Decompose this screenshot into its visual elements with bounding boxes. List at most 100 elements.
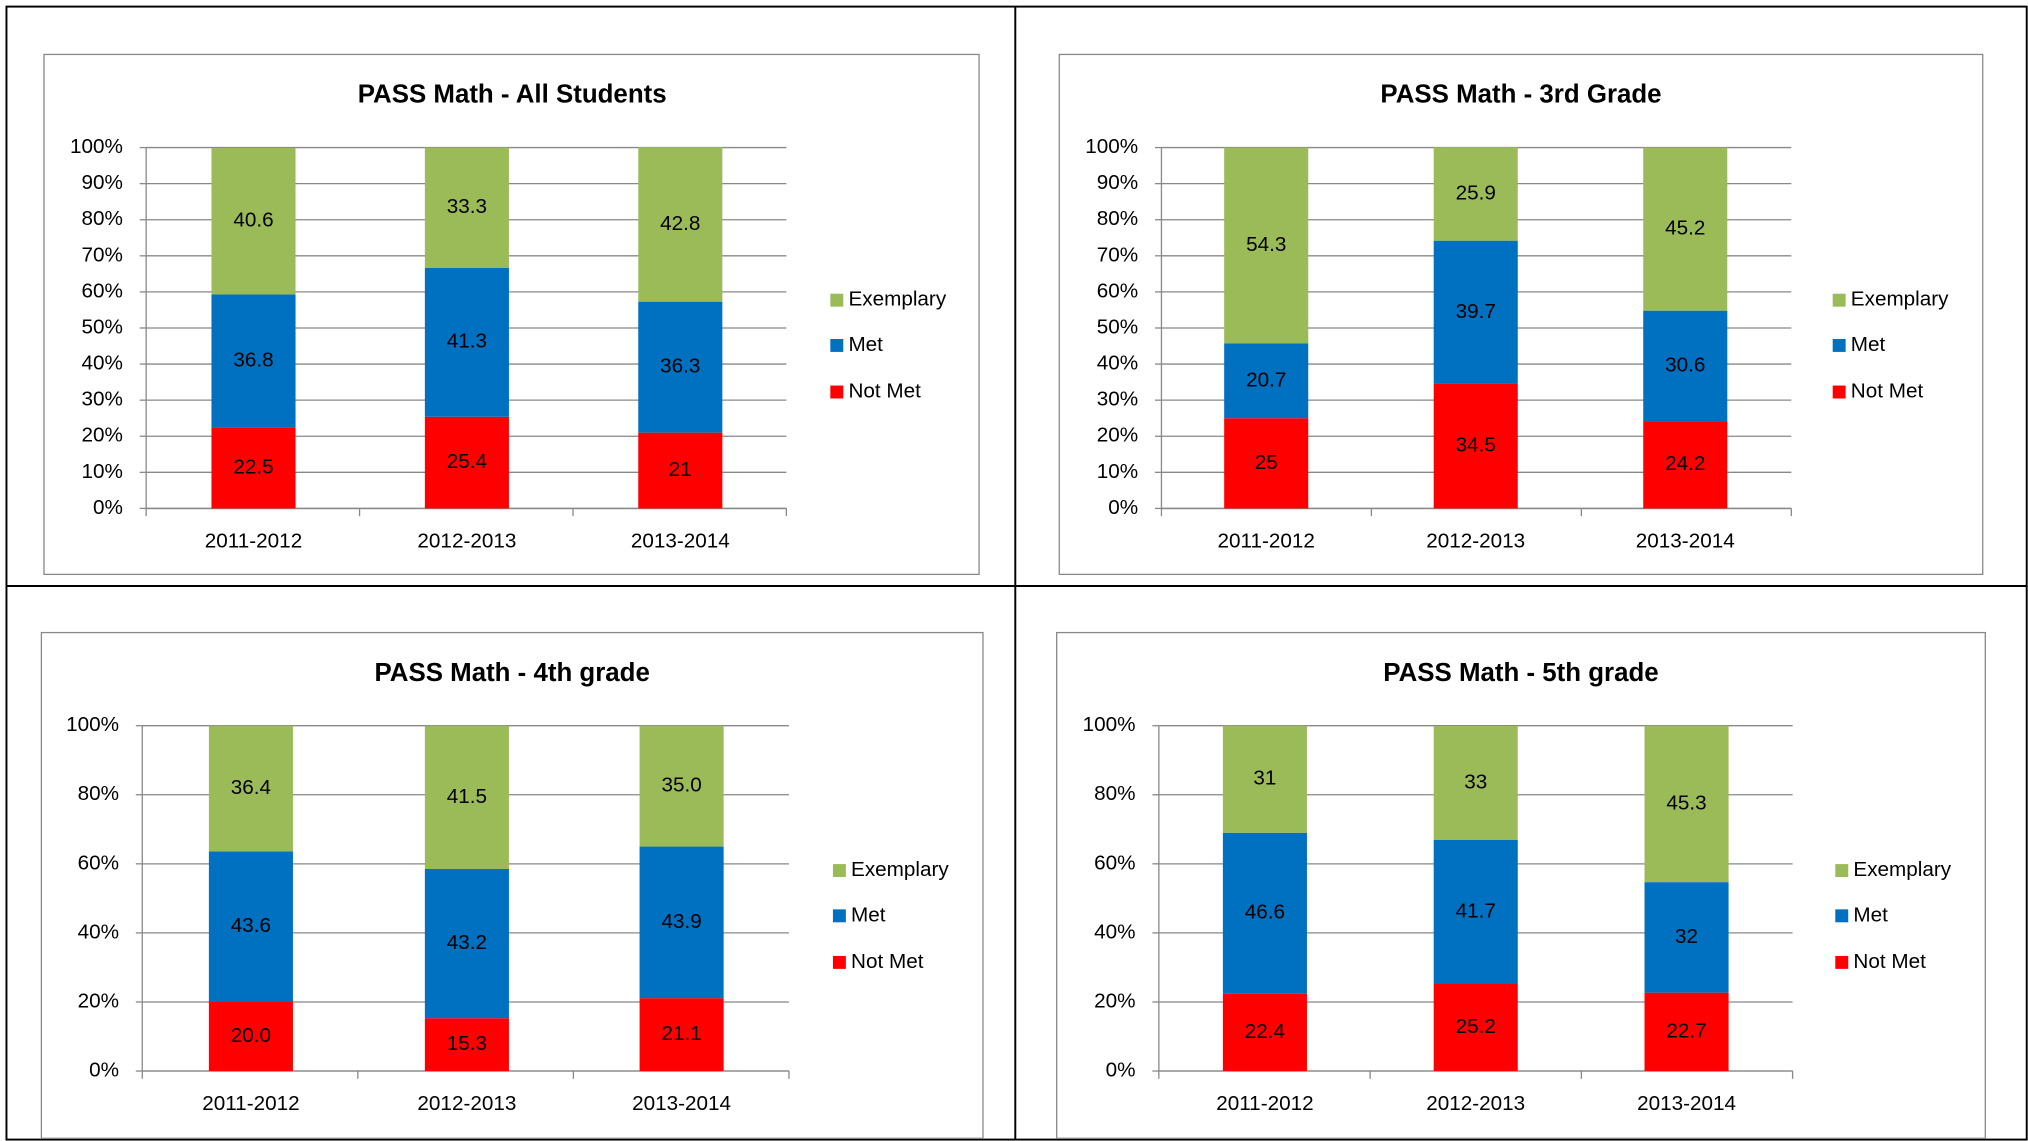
y-tick-label: 90% — [81, 171, 122, 194]
y-tick-label: 100% — [1085, 135, 1138, 158]
data-label: 20.0 — [231, 1024, 271, 1047]
y-tick-label: 50% — [1097, 315, 1138, 338]
y-tick-label: 60% — [78, 851, 119, 874]
legend-swatch — [832, 955, 846, 969]
data-label: 45.3 — [1666, 791, 1706, 814]
y-tick-label: 0% — [1108, 496, 1138, 519]
data-label: 41.7 — [1456, 899, 1496, 922]
y-tick-label: 10% — [81, 460, 122, 483]
bar-segment — [639, 725, 724, 847]
chart-frame — [1058, 53, 1984, 576]
chart-title: PASS Math - 3rd Grade — [1380, 81, 1661, 109]
legend-swatch — [1835, 955, 1849, 969]
bar-segment — [1433, 383, 1518, 509]
bar-segment — [1433, 984, 1518, 1072]
data-label: 36.4 — [231, 776, 271, 799]
bar-segment — [1433, 240, 1518, 384]
bar-segment — [1222, 993, 1307, 1072]
data-label: 42.8 — [660, 212, 700, 235]
bar-segment — [638, 301, 723, 433]
bar-segment — [1643, 147, 1728, 311]
data-label: 31 — [1253, 767, 1276, 790]
data-label: 36.3 — [660, 355, 700, 378]
legend-label: Exemplary — [1851, 288, 1949, 311]
legend-label: Met — [848, 333, 883, 356]
outer-border — [5, 5, 2028, 1141]
y-tick-label: 20% — [1094, 989, 1135, 1012]
data-label: 25.9 — [1456, 181, 1496, 204]
y-tick-label: 40% — [1094, 920, 1135, 943]
y-tick-label: 60% — [1094, 851, 1135, 874]
data-label: 34.5 — [1456, 434, 1496, 457]
data-label: 39.7 — [1456, 300, 1496, 323]
y-tick-label: 60% — [1097, 279, 1138, 302]
bar-segment — [424, 147, 509, 268]
legend-swatch — [832, 864, 846, 878]
y-tick-label: 100% — [70, 135, 123, 158]
data-label: 24.2 — [1665, 452, 1705, 475]
bar-segment — [1644, 882, 1729, 993]
y-tick-label: 20% — [1097, 424, 1138, 447]
x-tick-label: 2012-2013 — [417, 530, 516, 553]
x-tick-label: 2011-2012 — [1218, 530, 1315, 553]
y-tick-label: 0% — [93, 496, 123, 519]
data-label: 43.9 — [661, 910, 701, 933]
x-tick-label: 2011-2012 — [1216, 1092, 1313, 1115]
data-label: 36.8 — [233, 348, 273, 371]
data-label: 43.6 — [231, 914, 271, 937]
bar-segment — [1644, 725, 1729, 883]
bar-segment — [1222, 725, 1307, 833]
data-label: 32 — [1675, 925, 1698, 948]
legend-label: Met — [1853, 903, 1888, 926]
data-label: 21 — [669, 458, 692, 481]
bar-segment — [208, 725, 293, 852]
legend-swatch — [1832, 338, 1846, 352]
data-label: 25 — [1255, 451, 1278, 474]
data-label: 20.7 — [1246, 368, 1286, 391]
bar-segment — [208, 851, 293, 1002]
y-tick-label: 30% — [81, 388, 122, 411]
chart-frame — [43, 53, 980, 576]
x-tick-label: 2013-2014 — [632, 1092, 731, 1115]
bar-segment — [638, 147, 723, 302]
bar-segment — [1224, 418, 1309, 509]
legend-swatch — [1832, 293, 1846, 307]
y-tick-label: 100% — [1083, 713, 1136, 736]
bar-segment — [1433, 147, 1518, 241]
y-tick-label: 90% — [1097, 171, 1138, 194]
data-label: 43.2 — [447, 931, 487, 954]
data-label: 41.3 — [447, 330, 487, 353]
y-tick-label: 40% — [1097, 352, 1138, 375]
bar-segment — [424, 267, 509, 417]
bar-segment — [1643, 421, 1728, 509]
legend-label: Not Met — [1851, 379, 1924, 402]
y-tick-label: 50% — [81, 315, 122, 338]
x-tick-label: 2013-2014 — [1636, 530, 1735, 553]
bar-segment — [1224, 343, 1309, 419]
data-label: 15.3 — [447, 1032, 487, 1055]
legend-label: Exemplary — [848, 288, 946, 311]
x-tick-label: 2012-2013 — [1426, 530, 1525, 553]
x-tick-label: 2012-2013 — [1426, 1092, 1525, 1115]
data-label: 46.6 — [1245, 901, 1285, 924]
y-tick-label: 0% — [89, 1059, 119, 1082]
bar-segment — [424, 1018, 509, 1072]
data-label: 35.0 — [661, 774, 701, 797]
data-label: 33 — [1464, 770, 1487, 793]
legend-swatch — [830, 293, 844, 307]
bar-segment — [211, 427, 296, 509]
bar-segment — [424, 725, 509, 870]
data-label: 21.1 — [661, 1022, 701, 1045]
data-label: 33.3 — [447, 195, 487, 218]
chart-title: PASS Math - 5th grade — [1383, 659, 1658, 687]
legend-label: Exemplary — [1853, 858, 1951, 881]
y-tick-label: 40% — [78, 920, 119, 943]
data-label: 54.3 — [1246, 233, 1286, 256]
bar-segment — [1433, 840, 1518, 985]
y-tick-label: 70% — [1097, 243, 1138, 266]
bar-segment — [638, 432, 723, 509]
legend-label: Not Met — [1853, 950, 1926, 973]
y-tick-label: 80% — [78, 782, 119, 805]
data-label: 22.4 — [1245, 1020, 1285, 1043]
